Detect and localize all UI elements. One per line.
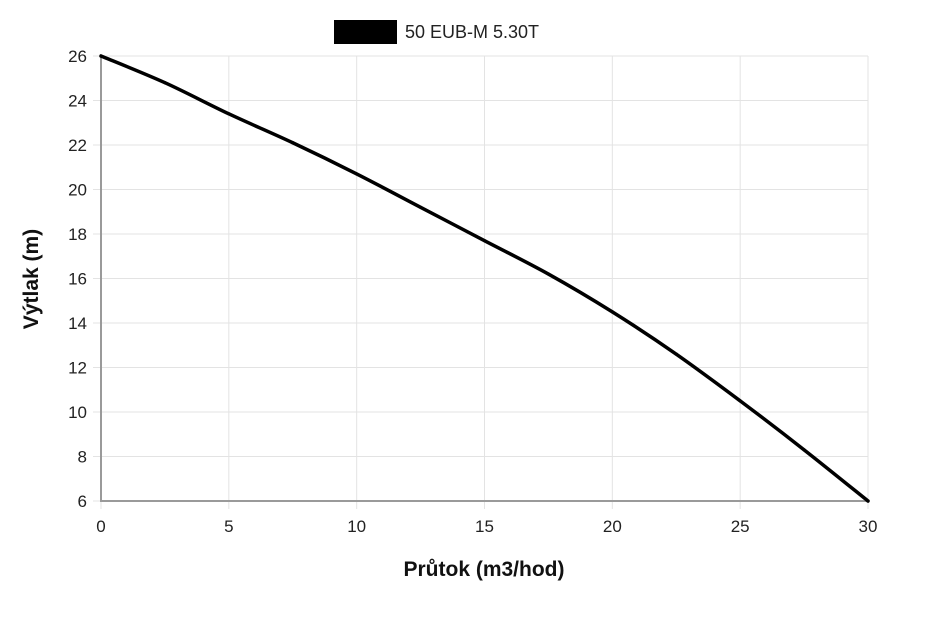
x-tick-label: 0 (96, 517, 105, 536)
y-tick-label: 18 (68, 225, 87, 244)
y-tick-label: 8 (78, 448, 87, 467)
x-tick-labels: 0 5 10 15 20 25 30 (96, 517, 877, 536)
data-point (291, 141, 295, 145)
data-point (418, 205, 423, 209)
y-tick-label: 12 (68, 359, 87, 378)
data-point (546, 272, 551, 276)
axes (100, 56, 868, 502)
y-tick-label: 26 (68, 47, 87, 66)
y-axis-title: Výtlak (m) (20, 229, 43, 329)
legend-swatch (334, 20, 397, 44)
data-point (227, 112, 231, 116)
y-tick-label: 16 (68, 270, 87, 289)
data-point (674, 352, 678, 356)
y-tick-label: 24 (68, 92, 87, 111)
y-tick-label: 6 (78, 492, 87, 511)
data-point (355, 172, 359, 176)
data-point (738, 399, 742, 403)
data-point (163, 81, 167, 85)
x-tick-label: 15 (475, 517, 494, 536)
series-layer (99, 54, 870, 503)
x-tick-label: 10 (347, 517, 366, 536)
data-point (866, 499, 870, 503)
x-tick-label: 5 (224, 517, 233, 536)
legend-label: 50 EUB-M 5.30T (405, 22, 539, 42)
data-point (802, 448, 806, 452)
y-tick-labels: 6 8 10 12 14 16 18 20 22 24 26 (68, 47, 87, 511)
grid (93, 55, 869, 509)
data-point (482, 239, 487, 243)
data-point (610, 310, 614, 314)
x-tick-label: 20 (603, 517, 622, 536)
y-tick-label: 20 (68, 181, 87, 200)
y-tick-label: 10 (68, 403, 87, 422)
x-tick-label: 30 (859, 517, 878, 536)
y-tick-label: 22 (68, 136, 87, 155)
y-tick-label: 14 (68, 314, 87, 333)
data-point (99, 54, 103, 58)
x-axis-title: Průtok (m3/hod) (404, 558, 565, 581)
x-tick-label: 25 (731, 517, 750, 536)
legend: 50 EUB-M 5.30T (334, 20, 539, 44)
